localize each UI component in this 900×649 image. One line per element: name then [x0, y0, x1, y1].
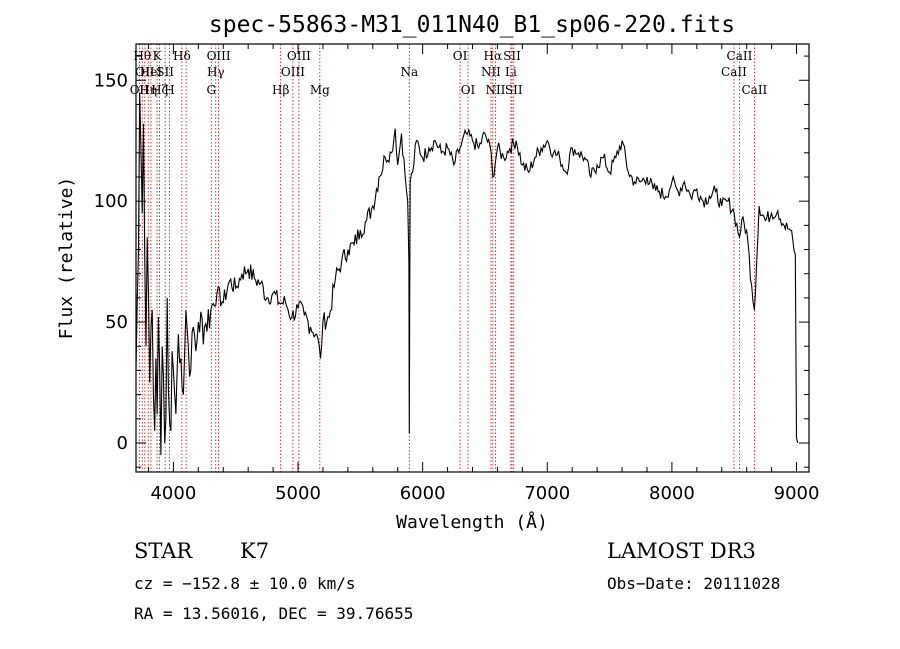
x-tick-label: 6000 — [400, 483, 446, 504]
survey-name: LAMOST DR3 — [607, 539, 756, 563]
line-marker-label: Li — [505, 65, 517, 79]
line-marker-label: SII — [503, 49, 521, 63]
line-marker-label: Hβ — [272, 83, 289, 97]
line-marker-label: OI — [453, 49, 468, 63]
line-marker-label: Na — [400, 65, 418, 79]
line-marker-label: CaII — [741, 83, 767, 97]
line-markers: OIIHθOIIHηHeIKHζSIIHHδGHγOIIIHβOIIIOIIIM… — [130, 44, 768, 472]
line-marker-label: K — [153, 49, 163, 63]
y-tick-label: 100 — [94, 191, 128, 212]
observation-date: Obs−Date: 20111028 — [607, 574, 781, 593]
object-class: STAR — [134, 539, 193, 563]
line-marker-label: Hθ — [133, 49, 151, 63]
chart-title: spec-55863-M31_011N40_B1_sp06-220.fits — [209, 12, 735, 38]
line-marker-label: OIII — [287, 49, 311, 63]
line-marker-label: OII — [130, 83, 150, 97]
line-marker-label: OII — [135, 65, 155, 79]
spectrum-series-line — [135, 92, 799, 456]
x-tick-label: 9000 — [774, 483, 820, 504]
line-marker-label: OI — [461, 83, 476, 97]
x-axis-label: Wavelength (Å) — [396, 511, 548, 533]
line-marker-label: Hη — [139, 83, 157, 97]
line-marker-label: NII — [481, 65, 501, 79]
line-marker-label: OIII — [207, 49, 231, 63]
redshift-velocity: cz = −152.8 ± 10.0 km/s — [134, 574, 356, 593]
line-marker-label: CaII — [721, 65, 747, 79]
axis-ticks: 4000 5000 6000 7000 8000 9000 0 50 100 150 — [94, 44, 820, 504]
line-marker-label: CaII — [727, 49, 753, 63]
y-tick-label: 150 — [94, 70, 128, 91]
line-marker-label: Hζ — [151, 83, 168, 97]
line-marker-label: SII — [505, 83, 523, 97]
line-marker-label: Mg — [310, 83, 330, 97]
x-tick-label: 4000 — [150, 483, 196, 504]
x-tick-label: 5000 — [275, 483, 321, 504]
x-tick-label: 7000 — [524, 483, 570, 504]
plot-frame — [135, 43, 810, 473]
object-subclass: K7 — [240, 539, 270, 563]
line-marker-label: OIII — [281, 65, 305, 79]
y-tick-label: 50 — [105, 312, 128, 333]
coordinates: RA = 13.56016, DEC = 39.76655 — [134, 604, 414, 623]
line-marker-label: H — [164, 83, 174, 97]
line-marker-label: G — [206, 83, 216, 97]
line-marker-label: SII — [156, 65, 174, 79]
x-tick-label: 8000 — [649, 483, 695, 504]
line-marker-label: NII — [485, 83, 505, 97]
line-marker-label: Hα — [484, 49, 503, 63]
y-axis-label: Flux (relative) — [56, 177, 77, 340]
line-marker-label: Hδ — [173, 49, 191, 63]
line-marker-label: Hγ — [207, 65, 225, 79]
y-tick-label: 0 — [117, 433, 128, 454]
